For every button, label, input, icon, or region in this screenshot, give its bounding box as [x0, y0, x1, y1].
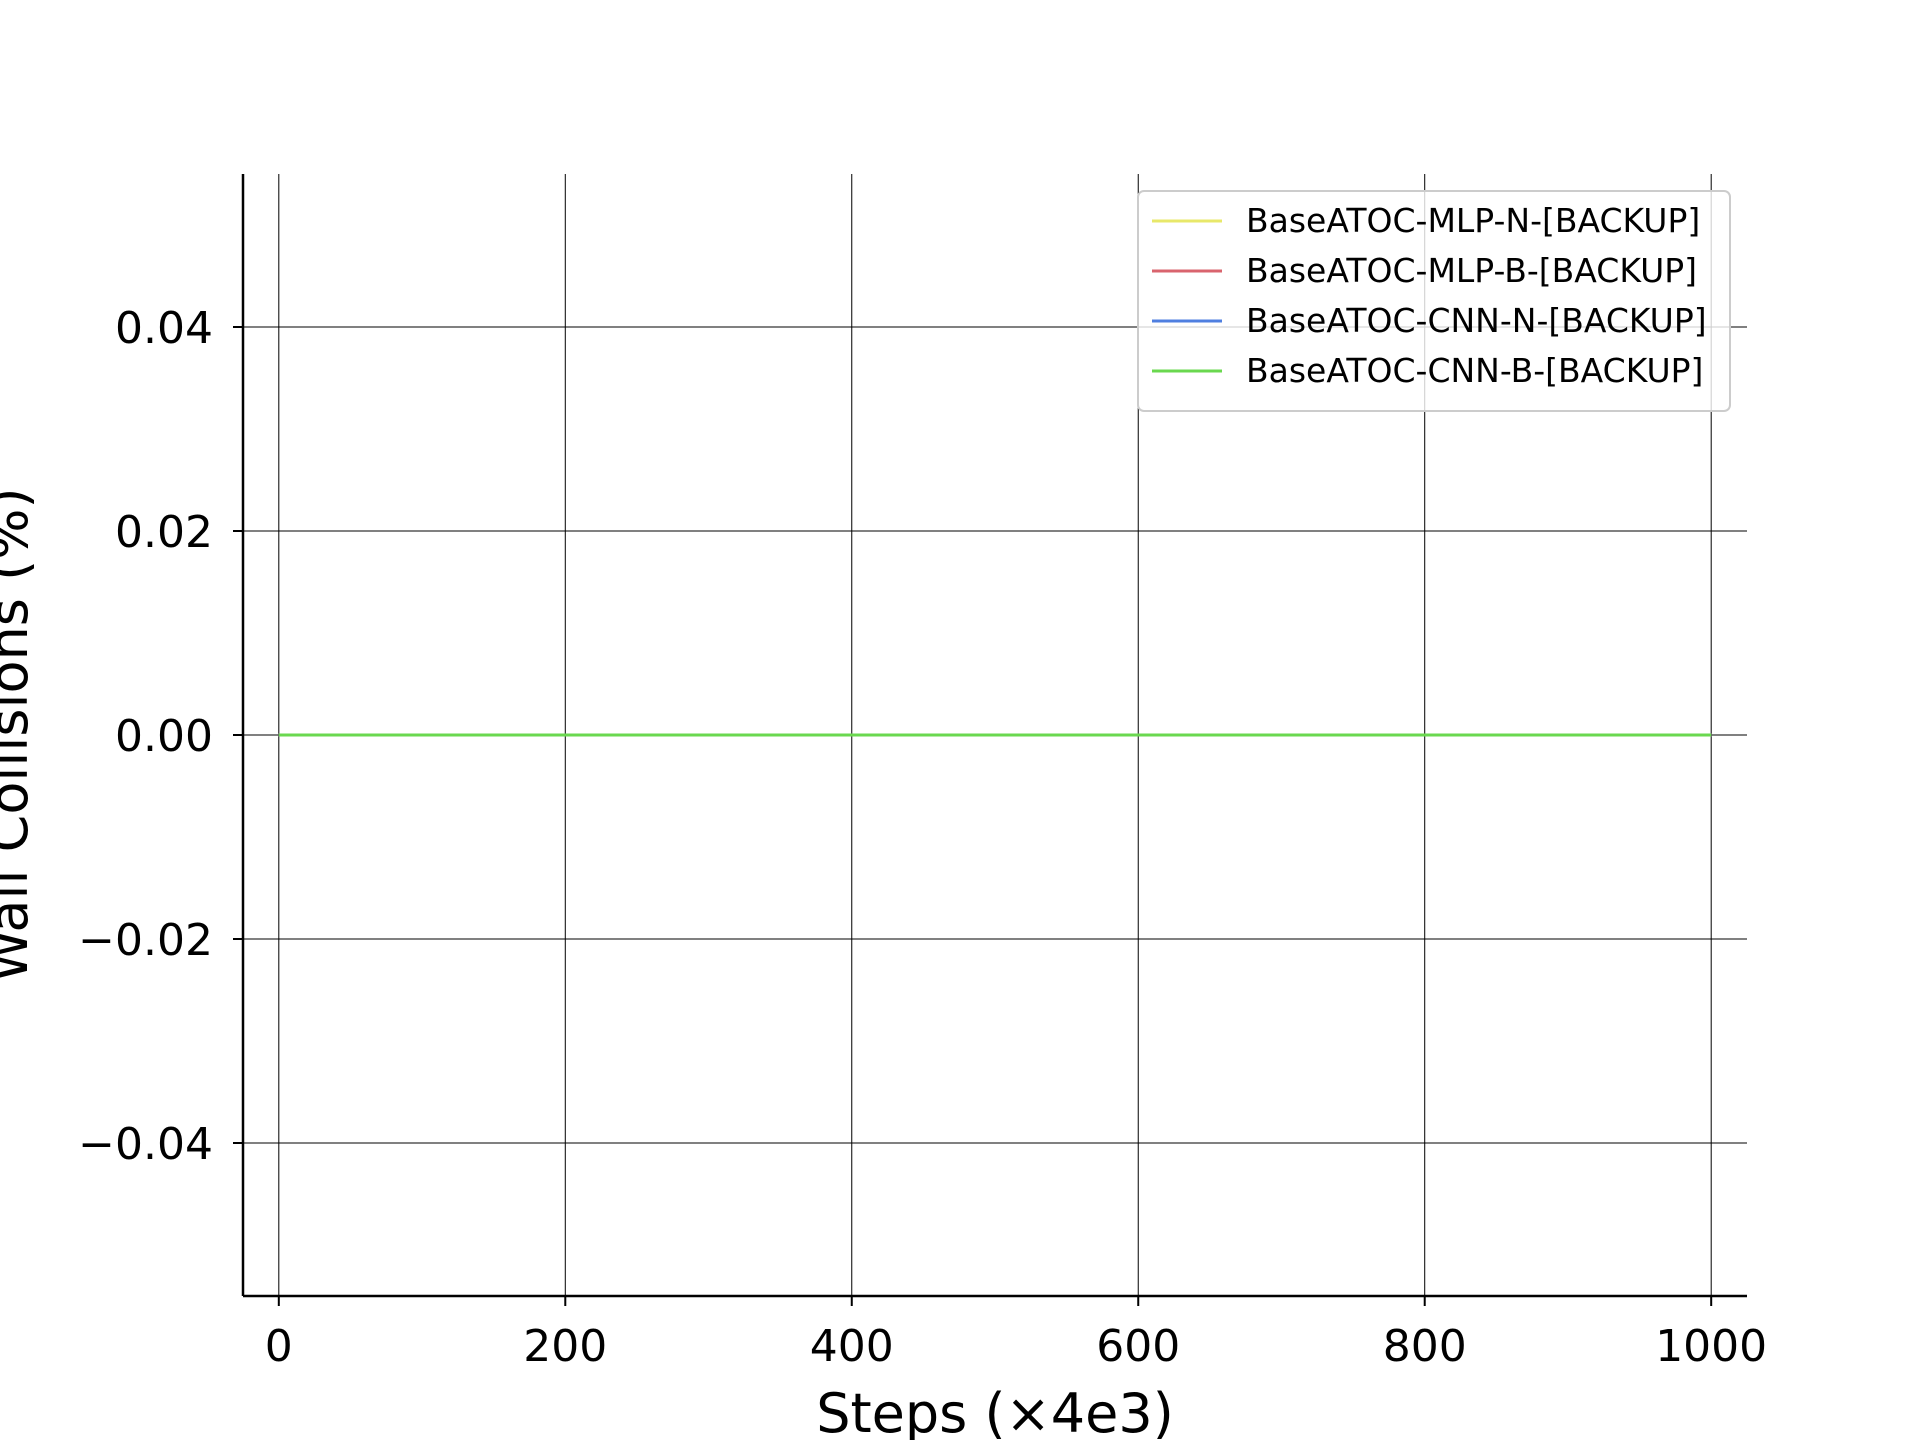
- legend-entry-label: BaseATOC-CNN-N-[BACKUP]: [1246, 301, 1707, 340]
- x-tick-label: 600: [1096, 1321, 1180, 1372]
- tick-labels: 0 200 400 600 800 1000 −0.04 −0.02 0.00 0.02 0.04: [78, 303, 1767, 1372]
- x-tick-label: 800: [1383, 1321, 1467, 1372]
- legend-entry-label: BaseATOC-MLP-B-[BACKUP]: [1246, 251, 1697, 290]
- y-tick-label: 0.02: [115, 507, 213, 558]
- x-tick-label: 400: [810, 1321, 894, 1372]
- legend-entry-label: BaseATOC-MLP-N-[BACKUP]: [1246, 201, 1700, 240]
- y-tick-label: 0.04: [115, 303, 213, 354]
- legend: BaseATOC-MLP-N-[BACKUP] BaseATOC-MLP-B-[B…: [1137, 190, 1731, 412]
- y-axis-label: Wall Collisions (%): [0, 487, 40, 982]
- axes: [233, 174, 1747, 1306]
- legend-box: [1137, 190, 1731, 412]
- x-tick-label: 200: [523, 1321, 607, 1372]
- x-tick-label: 0: [265, 1321, 293, 1372]
- legend-entry-label: BaseATOC-CNN-B-[BACKUP]: [1246, 351, 1703, 390]
- x-tick-label: 1000: [1655, 1321, 1767, 1372]
- y-tick-label: −0.04: [78, 1119, 213, 1170]
- x-axis-label: Steps (×4e3): [816, 1382, 1174, 1440]
- y-tick-label: 0.00: [115, 711, 213, 762]
- y-tick-label: −0.02: [78, 915, 213, 966]
